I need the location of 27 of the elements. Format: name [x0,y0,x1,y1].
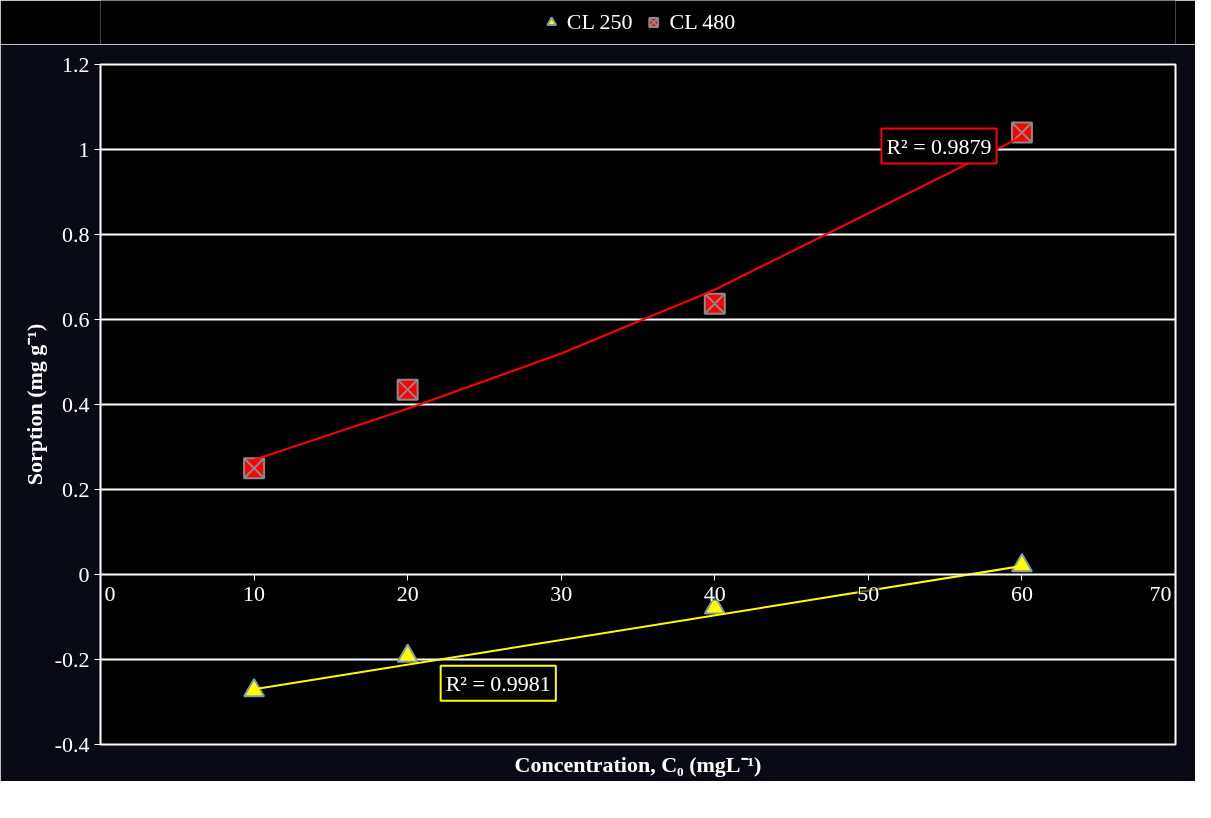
x-tick-label: 30 [550,580,573,606]
point [396,643,419,663]
y-tick-label: 0.6 [62,306,90,332]
y-tick-label: -0.4 [54,731,90,757]
y-tick-label: 1 [78,136,90,162]
x-tick-label: 70 [1149,580,1172,606]
point [396,378,419,401]
x-axis-title: Concentration, C₀ (mgL⁻¹) [514,751,762,777]
y-tick-label: 0.8 [62,221,90,247]
annotation: R² = 0.9981 [445,670,551,696]
y-tick-label: -0.2 [54,646,90,672]
y-tick-label: 0.2 [62,476,90,502]
x-tick-label: 50 [857,580,880,606]
x-tick-label: 60 [1010,580,1033,606]
y-tick-label: 0.4 [62,391,90,417]
x-tick-label: 20 [396,580,419,606]
legend-label: CL 250 [566,9,633,35]
legend-label: CL 480 [669,9,736,35]
x-tick-label: 0 [104,580,116,606]
x-tick-label: 40 [703,580,726,606]
point [243,677,266,698]
annotation: R² = 0.9879 [886,133,992,159]
y-axis-title: Sorption (mg g⁻¹) [21,323,47,486]
point [1010,553,1033,573]
x-tick-label: 10 [243,580,266,606]
y-tick-label: 0 [78,561,90,587]
y-tick-label: 1.2 [62,51,90,77]
